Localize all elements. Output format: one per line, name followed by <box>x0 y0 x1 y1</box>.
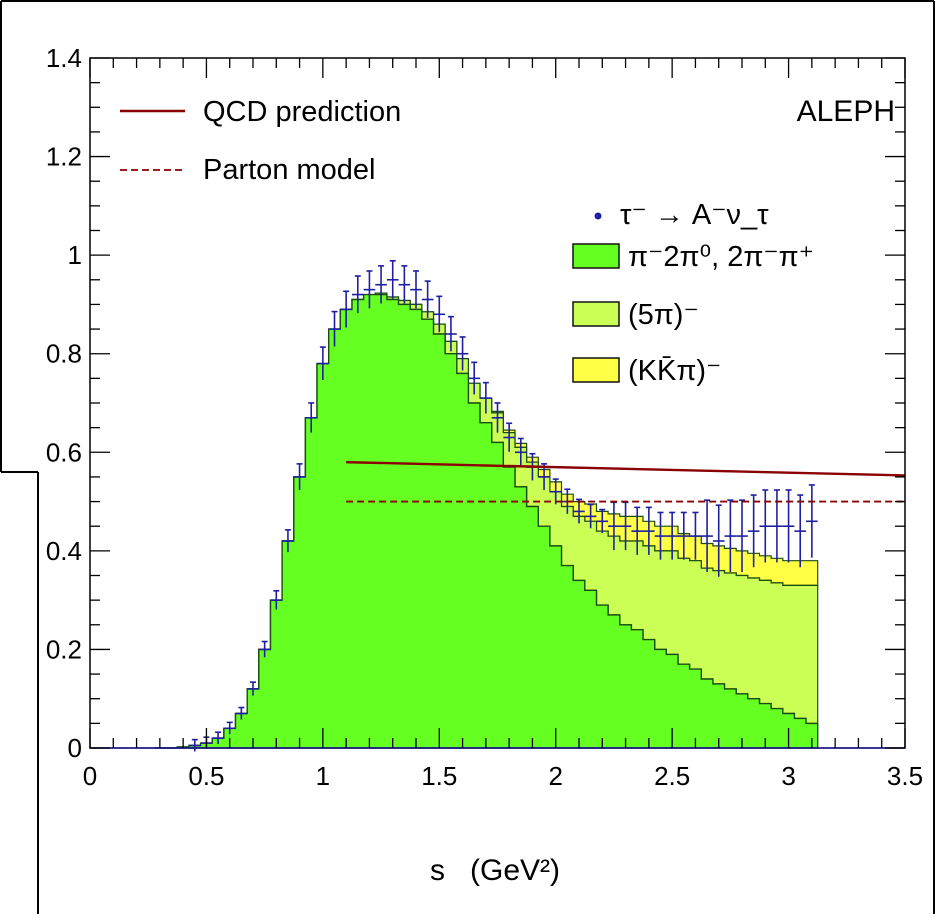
x-tick-label: 2.5 <box>654 761 690 791</box>
x-tick-label: 0.5 <box>188 761 224 791</box>
x-tick-label: 3 <box>781 761 795 791</box>
y-tick-label: 1.2 <box>46 142 82 172</box>
legend-five-pion-label: (5π)⁻ <box>628 299 699 331</box>
legend-three-pion-swatch <box>572 243 620 269</box>
y-tick-label: 0.4 <box>46 536 82 566</box>
y-tick-label: 1.4 <box>46 43 82 73</box>
x-tick-label: 1.5 <box>421 761 457 791</box>
y-tick-label: 0.6 <box>46 437 82 467</box>
x-tick-label: 1 <box>316 761 330 791</box>
axes: 0 0.5 1 1.5 2 2.5 3 3.5 0 0.2 0.4 0.6 0.8 1 1.2 1.4 <box>46 43 923 791</box>
qcd-prediction-line <box>346 460 906 477</box>
legend-parton-label: Parton model <box>203 154 376 186</box>
legend-three-pion-label: π⁻2π⁰, 2π⁻π⁺ <box>628 241 814 273</box>
y-tick-label: 1 <box>68 240 82 270</box>
legend-data-label: τ⁻ → A⁻ν_τ <box>620 199 769 231</box>
x-tick-label: 3.5 <box>887 761 923 791</box>
legend-data-marker <box>594 212 602 220</box>
plot-area <box>154 260 906 752</box>
chart-title: ALEPH <box>797 95 895 128</box>
x-axis-title: s (GeV²) <box>430 854 560 887</box>
y-tick-label: 0.8 <box>46 339 82 369</box>
legend-kkpi-swatch <box>572 357 620 383</box>
y-tick-label: 0.2 <box>46 634 82 664</box>
x-tick-label: 2 <box>548 761 562 791</box>
y-tick-label: 0 <box>68 733 82 763</box>
legend: QCD prediction Parton model τ⁻ → A⁻ν_τ π⁻2π… <box>120 96 814 387</box>
legend-kkpi-label: (KK̄π)⁻ <box>628 355 721 387</box>
x-tick-label: 0 <box>83 761 97 791</box>
legend-qcd-label: QCD prediction <box>203 96 401 128</box>
legend-five-pion-swatch <box>572 301 620 327</box>
